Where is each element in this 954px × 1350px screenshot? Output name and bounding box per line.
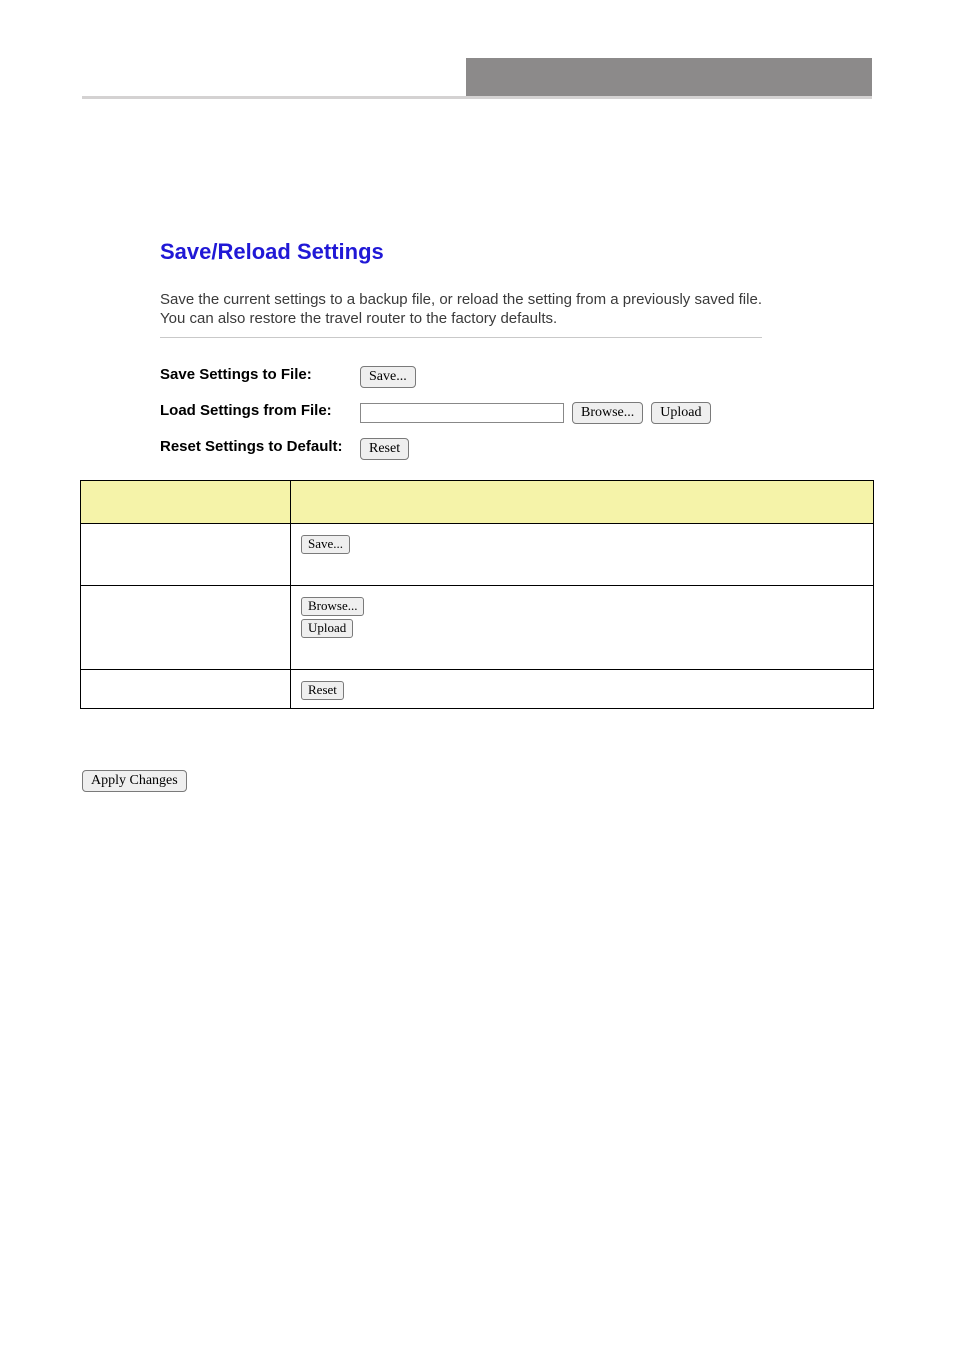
upload-button[interactable]: Upload <box>651 402 710 424</box>
table-desc-save: Save... <box>291 524 874 586</box>
label-reset-settings: Reset Settings to Default: <box>160 438 360 456</box>
browse-button[interactable]: Browse... <box>572 402 643 424</box>
panel-title: Save/Reload Settings <box>160 239 762 265</box>
table-row: Save... <box>81 524 874 586</box>
table-header-description <box>291 481 874 524</box>
row-save-settings: Save Settings to File: Save... <box>160 366 762 388</box>
header-underline <box>82 96 872 99</box>
table-param-load <box>81 585 291 669</box>
header-bar <box>0 58 954 96</box>
label-load-settings: Load Settings from File: <box>160 402 360 420</box>
table-param-reset <box>81 670 291 709</box>
inline-reset-button[interactable]: Reset <box>301 681 344 700</box>
table-desc-load: Browse... Upload <box>291 585 874 669</box>
row-load-settings: Load Settings from File: Browse... Uploa… <box>160 402 762 424</box>
row-reset-settings: Reset Settings to Default: Reset <box>160 438 762 460</box>
panel-description: Save the current settings to a backup fi… <box>160 291 762 329</box>
panel-divider <box>160 337 762 338</box>
table-desc-reset: Reset <box>291 670 874 709</box>
apply-changes-button[interactable]: Apply Changes <box>82 770 187 792</box>
table-row: Browse... Upload <box>81 585 874 669</box>
parameters-table: Save... Browse... Upload Reset <box>80 480 874 709</box>
table-header-row <box>81 481 874 524</box>
apply-changes-note: Apply Changes <box>80 769 874 791</box>
inline-browse-button[interactable]: Browse... <box>301 597 364 616</box>
inline-upload-button[interactable]: Upload <box>301 619 353 638</box>
reset-button[interactable]: Reset <box>360 438 409 460</box>
save-button[interactable]: Save... <box>360 366 416 388</box>
load-file-input[interactable] <box>360 403 564 423</box>
settings-panel: Save/Reload Settings Save the current se… <box>160 239 762 460</box>
table-header-parameter <box>81 481 291 524</box>
inline-save-button[interactable]: Save... <box>301 535 350 554</box>
table-param-save <box>81 524 291 586</box>
table-row: Reset <box>81 670 874 709</box>
label-save-settings: Save Settings to File: <box>160 366 360 384</box>
